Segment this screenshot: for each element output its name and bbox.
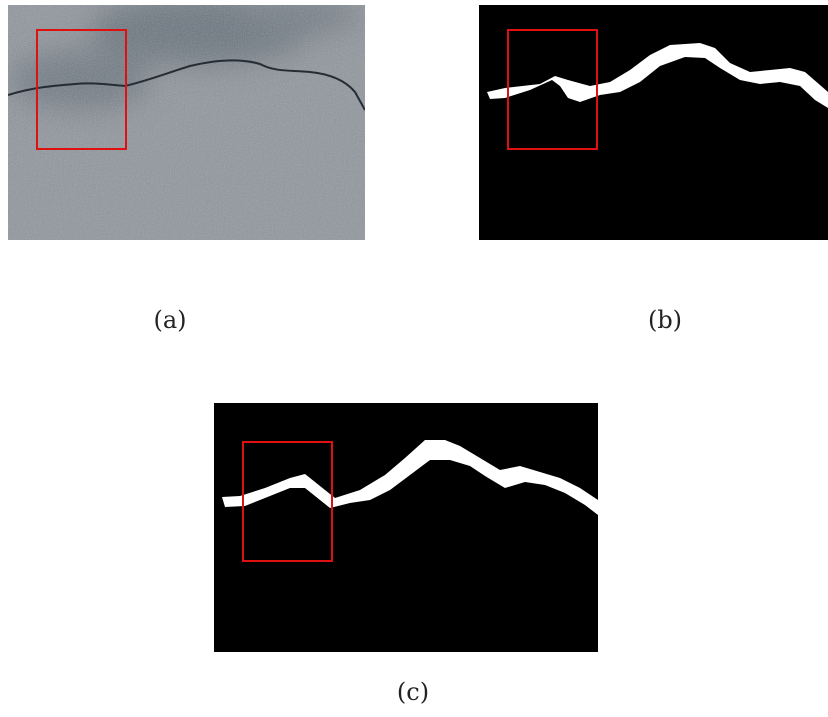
panel-b-image xyxy=(479,5,828,240)
panel-c-image xyxy=(214,403,598,652)
caption: (c) xyxy=(397,678,429,706)
panel-a-image xyxy=(8,0,365,240)
figure: (a) (b) (c) xyxy=(0,0,828,717)
caption: (a) xyxy=(153,306,186,334)
caption: (b) xyxy=(648,306,682,334)
